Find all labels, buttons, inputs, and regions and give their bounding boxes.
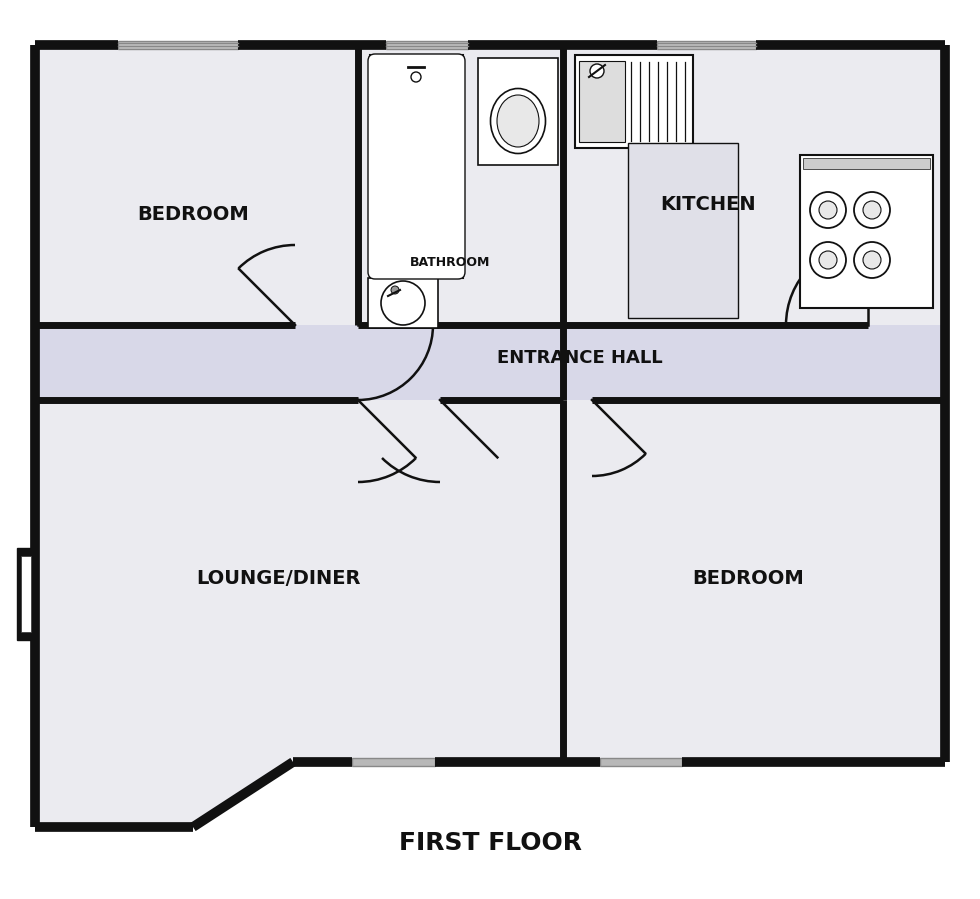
Bar xyxy=(370,55,463,278)
Text: KITCHEN: KITCHEN xyxy=(661,195,756,215)
Polygon shape xyxy=(35,400,563,827)
Circle shape xyxy=(810,242,846,278)
Bar xyxy=(600,758,682,766)
Polygon shape xyxy=(563,400,945,762)
Circle shape xyxy=(863,251,881,269)
Bar xyxy=(17,548,35,640)
Circle shape xyxy=(391,286,399,294)
Circle shape xyxy=(863,201,881,219)
Bar xyxy=(478,58,558,165)
Ellipse shape xyxy=(491,88,546,154)
Circle shape xyxy=(854,192,890,228)
Circle shape xyxy=(590,64,604,78)
FancyBboxPatch shape xyxy=(368,54,465,279)
Bar xyxy=(352,758,435,766)
Circle shape xyxy=(819,201,837,219)
Text: FIRST FLOOR: FIRST FLOOR xyxy=(399,831,581,855)
Bar xyxy=(368,278,438,328)
Bar xyxy=(118,41,238,49)
Bar xyxy=(628,143,738,318)
Text: BEDROOM: BEDROOM xyxy=(137,206,249,225)
Bar xyxy=(386,41,468,49)
Bar xyxy=(803,158,930,169)
Circle shape xyxy=(810,192,846,228)
Circle shape xyxy=(411,72,421,82)
Bar xyxy=(579,61,625,142)
Text: LOUNGE/DINER: LOUNGE/DINER xyxy=(196,568,361,588)
Polygon shape xyxy=(358,45,563,325)
Polygon shape xyxy=(35,45,358,325)
Text: BATHROOM: BATHROOM xyxy=(410,256,490,270)
Ellipse shape xyxy=(497,95,539,147)
Bar xyxy=(575,55,693,148)
Circle shape xyxy=(819,251,837,269)
Text: BEDROOM: BEDROOM xyxy=(692,568,804,588)
Text: ENTRANCE HALL: ENTRANCE HALL xyxy=(497,349,662,367)
Polygon shape xyxy=(563,45,945,325)
Circle shape xyxy=(854,242,890,278)
Bar xyxy=(800,155,933,308)
Bar xyxy=(657,41,756,49)
Bar xyxy=(21,556,31,632)
Circle shape xyxy=(381,281,425,325)
Polygon shape xyxy=(35,325,945,400)
